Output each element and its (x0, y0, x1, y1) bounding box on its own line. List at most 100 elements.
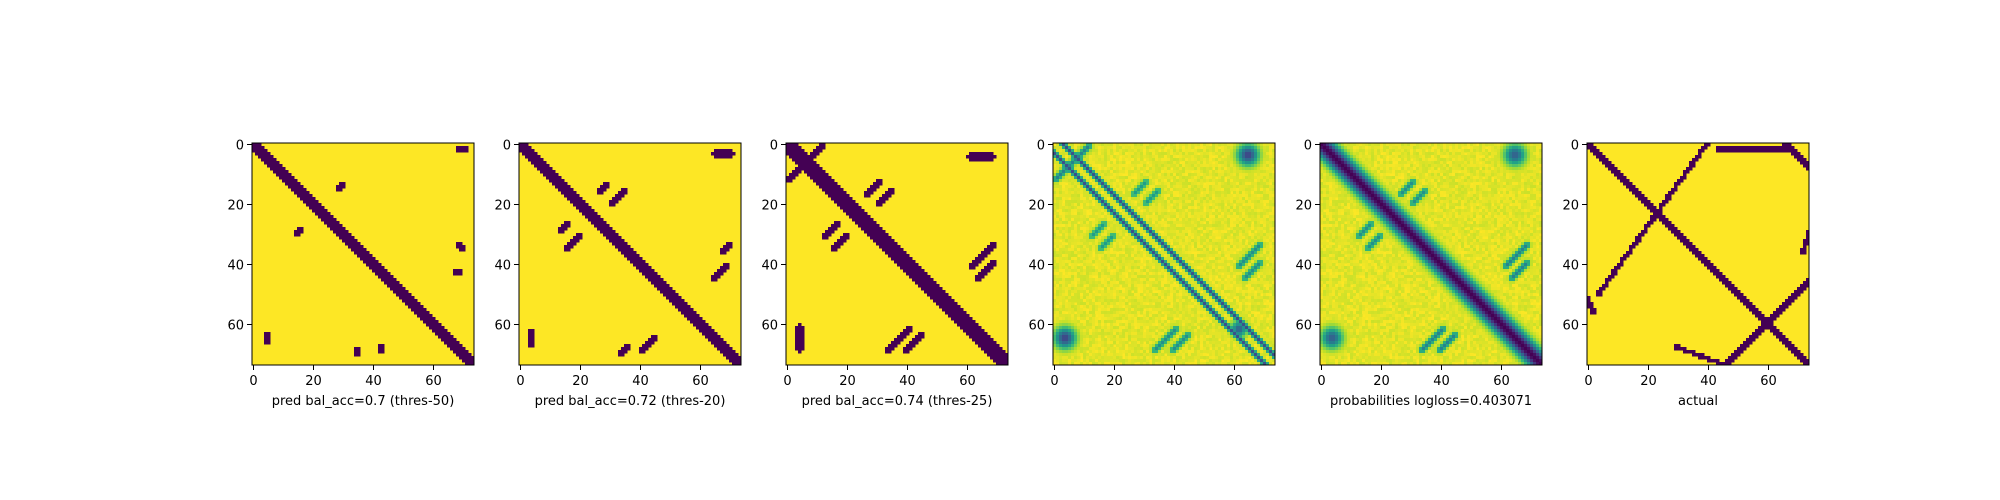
heatmap-cell (1215, 221, 1219, 225)
heatmap-cell (1068, 167, 1072, 171)
heatmap-cell (1221, 170, 1225, 174)
heatmap-cell (1131, 191, 1135, 195)
heatmap-cell (1191, 185, 1195, 189)
heatmap-cell (339, 185, 343, 189)
heatmap-cell (1119, 227, 1123, 231)
heatmap-cell (1176, 245, 1180, 249)
heatmap-cell (1260, 212, 1264, 216)
heatmap-cell (1053, 200, 1057, 204)
heatmap-cell (1095, 149, 1099, 153)
heatmap-cell (729, 149, 733, 153)
heatmap-cell (1056, 197, 1060, 201)
heatmap-cell (423, 314, 427, 318)
heatmap-cell (1209, 170, 1213, 174)
heatmap-cell (1125, 263, 1129, 267)
heatmap-cell (1059, 161, 1063, 165)
heatmap-cell (822, 143, 826, 147)
heatmap-cell (1194, 215, 1198, 219)
heatmap-cell (831, 230, 835, 234)
heatmap-cell (1257, 194, 1261, 198)
heatmap-cell (990, 245, 994, 249)
heatmap-cell (288, 173, 292, 177)
heatmap-cell (1125, 224, 1129, 228)
heatmap-cell (1146, 269, 1150, 273)
heatmap-cell (1230, 164, 1234, 168)
heatmap-cell (909, 260, 913, 264)
heatmap-cell (1134, 260, 1138, 264)
heatmap-cell (288, 185, 292, 189)
heatmap-cell (831, 182, 835, 186)
heatmap-cell (606, 236, 610, 240)
heatmap-cell (1119, 245, 1123, 249)
heatmap-cell (1146, 179, 1150, 183)
heatmap-cell (1161, 278, 1165, 282)
heatmap-cell (1137, 251, 1141, 255)
heatmap-cell (1128, 212, 1132, 216)
heatmap-cell (1245, 146, 1249, 150)
heatmap-cell (921, 287, 925, 291)
heatmap-cell (894, 242, 898, 246)
heatmap-cell (1068, 260, 1072, 264)
heatmap-cell (1158, 221, 1162, 225)
heatmap-cell (1089, 161, 1093, 165)
heatmap-cell (1083, 233, 1087, 237)
heatmap-cell (1146, 152, 1150, 156)
heatmap-cell (1053, 155, 1057, 159)
heatmap-cell (1179, 224, 1183, 228)
heatmap-cell (1164, 170, 1168, 174)
heatmap-cell (846, 200, 850, 204)
heatmap-cell (1092, 260, 1096, 264)
heatmap-cell (813, 173, 817, 177)
heatmap-cell (1152, 155, 1156, 159)
heatmap-cell (1092, 194, 1096, 198)
heatmap-cell (1074, 254, 1078, 258)
heatmap-cell (1218, 158, 1222, 162)
heatmap-cell (1230, 218, 1234, 222)
heatmap-cell (366, 257, 370, 261)
heatmap-cell (1143, 209, 1147, 213)
heatmap-cell (1095, 272, 1099, 276)
heatmap-cell (1182, 236, 1186, 240)
heatmap-cell (1098, 164, 1102, 168)
heatmap-cell (1200, 179, 1204, 183)
heatmap-cell (876, 239, 880, 243)
heatmap-cell (852, 206, 856, 210)
heatmap-cell (1194, 227, 1198, 231)
heatmap-cell (639, 260, 643, 264)
heatmap-cell (1233, 185, 1237, 189)
heatmap-cell (1230, 272, 1234, 276)
heatmap-cell (912, 341, 916, 345)
heatmap-cell (1005, 353, 1009, 357)
heatmap-cell (1143, 266, 1147, 270)
heatmap-cell (1113, 254, 1117, 258)
heatmap-cell (1194, 257, 1198, 261)
heatmap-cell (1269, 173, 1273, 177)
heatmap-cell (1233, 167, 1237, 171)
heatmap-cell (1101, 224, 1105, 228)
heatmap-cell (1239, 263, 1243, 267)
x-tick-label: 20 (305, 374, 322, 389)
heatmap-cell (1209, 221, 1213, 225)
heatmap-cell (567, 197, 571, 201)
heatmap-cell (1206, 158, 1210, 162)
heatmap-cell (1161, 206, 1165, 210)
heatmap-cell (1110, 146, 1114, 150)
heatmap-cell (1062, 212, 1066, 216)
heatmap-cell (1179, 272, 1183, 276)
heatmap-cell (1155, 164, 1159, 168)
heatmap-cell (981, 347, 985, 351)
heatmap-cell (438, 326, 442, 330)
heatmap-cell (537, 155, 541, 159)
heatmap-cell (876, 203, 880, 207)
heatmap-cell (1152, 158, 1156, 162)
y-tick-label: 20 (227, 199, 244, 214)
heatmap-cell (540, 167, 544, 171)
heatmap-cell (288, 176, 292, 180)
heatmap-cell (657, 275, 661, 279)
heatmap-cell (1137, 194, 1141, 198)
heatmap-cell (1200, 209, 1204, 213)
heatmap-cell (1059, 242, 1063, 246)
heatmap-cell (1221, 158, 1225, 162)
heatmap-cell (1188, 170, 1192, 174)
heatmap-cell (1191, 242, 1195, 246)
